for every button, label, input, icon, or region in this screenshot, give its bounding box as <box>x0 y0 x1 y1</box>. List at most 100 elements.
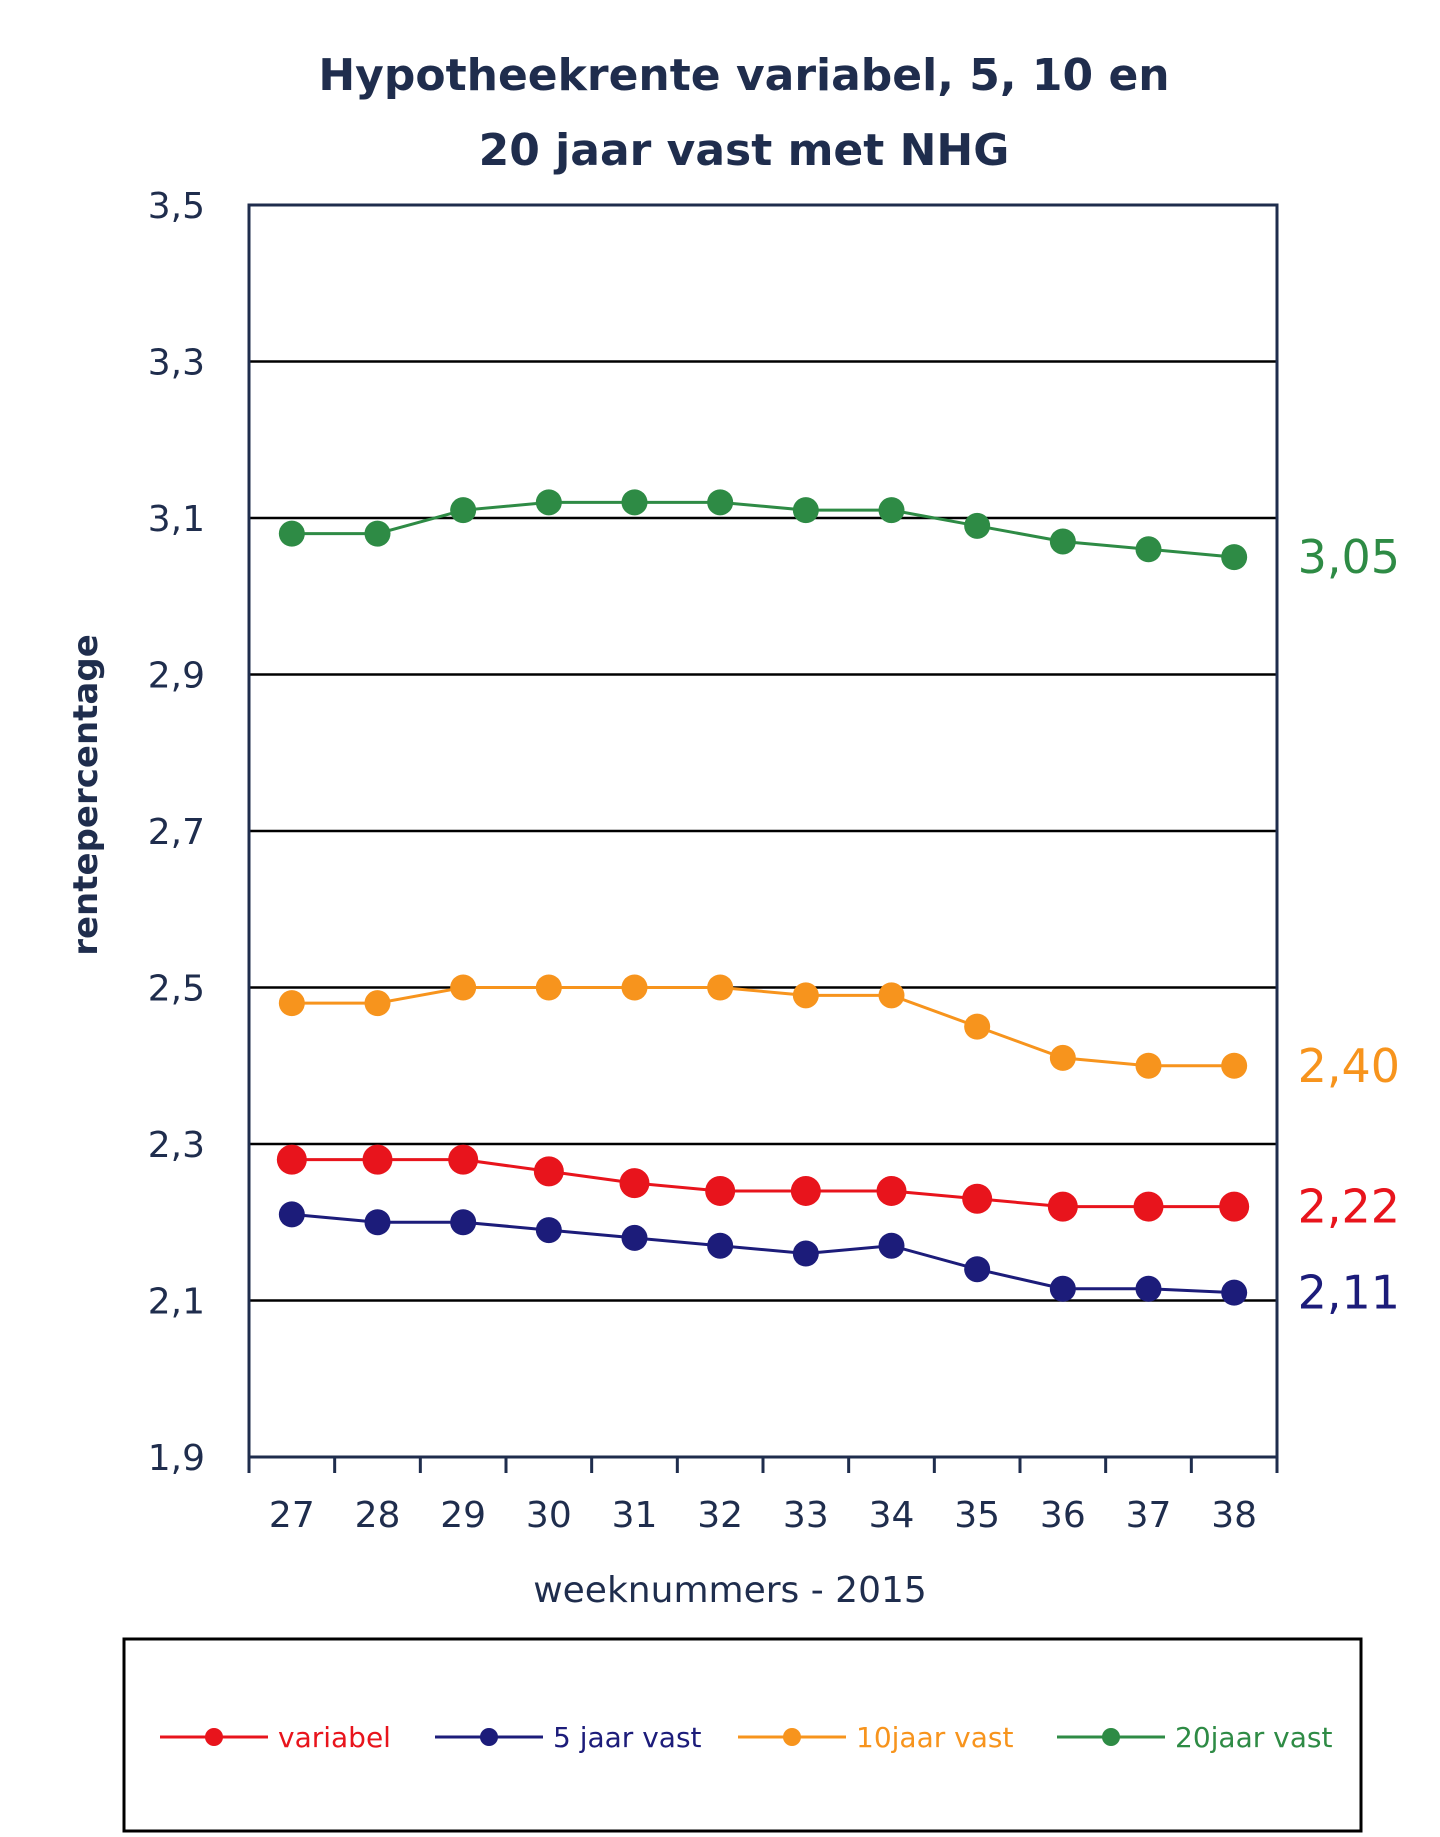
legend-label: 5 jaar vast <box>553 1721 702 1754</box>
x-tick-label: 29 <box>440 1495 486 1536</box>
data-point <box>1049 1044 1076 1071</box>
data-point <box>1133 1191 1164 1222</box>
x-tick-label: 35 <box>954 1495 1000 1536</box>
y-axis-ticks: 1,9 2,1 2,3 2,5 2,7 2,9 3,1 3,3 3,5 <box>148 186 205 1479</box>
data-point <box>619 1168 650 1199</box>
x-tick-label: 30 <box>526 1495 572 1536</box>
chart-title: Hypotheekrente variabel, 5, 10 en 20 jaa… <box>318 50 1169 176</box>
data-point <box>278 990 305 1017</box>
legend: variabel 5 jaar vast 10jaar vast 20jaar vas… <box>122 1637 1363 1833</box>
legend-label: variabel <box>278 1721 391 1754</box>
y-tick-label: 2,7 <box>148 812 205 853</box>
series-line <box>291 500 1235 559</box>
end-value-label: 2,22 <box>1298 1180 1400 1234</box>
data-point <box>1221 544 1248 571</box>
legend-marker <box>783 1728 801 1746</box>
data-point <box>621 489 648 516</box>
data-point <box>450 974 477 1001</box>
data-point <box>448 1144 479 1175</box>
data-point <box>707 974 734 1001</box>
series-5-jaar-vast <box>278 1201 1248 1306</box>
data-point <box>1221 1279 1248 1306</box>
data-point <box>364 1209 391 1236</box>
series-20jaar-vast <box>278 489 1248 571</box>
legend-item: 5 jaar vast <box>435 1721 702 1754</box>
x-axis: 27 28 29 30 31 32 33 34 35 36 37 38 <box>247 1457 1279 1536</box>
x-tick-label: 33 <box>783 1495 829 1536</box>
data-point <box>964 1256 991 1283</box>
series-variabel <box>276 1144 1250 1222</box>
data-point <box>790 1175 821 1206</box>
legend-marker <box>1102 1728 1120 1746</box>
data-point <box>535 489 562 516</box>
data-point <box>278 1201 305 1228</box>
y-tick-label: 2,1 <box>148 1282 205 1323</box>
data-point <box>535 1217 562 1244</box>
legend-label: 20jaar vast <box>1175 1721 1332 1754</box>
legend-item: 10jaar vast <box>738 1721 1013 1754</box>
end-value-label: 3,05 <box>1298 530 1400 584</box>
data-point <box>964 512 991 539</box>
data-point <box>878 982 905 1009</box>
data-point <box>364 990 391 1017</box>
x-tick-label: 38 <box>1211 1495 1257 1536</box>
data-point <box>876 1175 907 1206</box>
data-point <box>705 1175 736 1206</box>
series-line <box>291 986 1235 1068</box>
x-tick-label: 27 <box>269 1495 315 1536</box>
data-point <box>964 1013 991 1040</box>
series-line <box>291 1158 1235 1209</box>
y-tick-label: 1,9 <box>148 1438 205 1479</box>
legend-item: 20jaar vast <box>1057 1721 1332 1754</box>
y-tick-label: 2,9 <box>148 656 205 697</box>
legend-marker <box>480 1728 498 1746</box>
data-point <box>362 1144 393 1175</box>
y-tick-label: 2,5 <box>148 969 205 1010</box>
x-axis-label: weeknummers - 2015 <box>533 1570 927 1611</box>
y-tick-label: 3,5 <box>148 186 205 227</box>
data-point <box>962 1183 993 1214</box>
y-axis-label: rentepercentage <box>66 634 106 956</box>
legend-marker <box>205 1728 223 1746</box>
grid-lines <box>249 360 1277 1302</box>
data-point <box>707 489 734 516</box>
data-point <box>1219 1191 1250 1222</box>
chart-title-line-2: 20 jaar vast met NHG <box>479 125 1010 176</box>
data-point <box>878 497 905 524</box>
data-point <box>792 1240 819 1267</box>
legend-box <box>122 1637 1363 1833</box>
data-point <box>364 520 391 547</box>
data-point <box>450 1209 477 1236</box>
data-point <box>1135 1052 1162 1079</box>
data-point <box>878 1232 905 1259</box>
end-value-label: 2,40 <box>1298 1039 1400 1093</box>
data-point <box>533 1156 564 1187</box>
end-value-label: 2,11 <box>1298 1266 1400 1320</box>
data-point <box>1135 1275 1162 1302</box>
series-10jaar-vast <box>278 974 1248 1079</box>
chart-title-line-1: Hypotheekrente variabel, 5, 10 en <box>318 50 1169 101</box>
data-point <box>707 1232 734 1259</box>
data-point <box>276 1144 307 1175</box>
data-point <box>1049 528 1076 555</box>
x-tick-label: 32 <box>697 1495 743 1536</box>
data-point <box>1221 1052 1248 1079</box>
legend-label: 10jaar vast <box>856 1721 1013 1754</box>
x-tick-label: 28 <box>355 1495 401 1536</box>
series-line <box>291 1212 1235 1295</box>
data-point <box>621 1224 648 1251</box>
data-point <box>450 497 477 524</box>
y-tick-label: 3,3 <box>148 343 205 384</box>
x-tick-label: 31 <box>612 1495 658 1536</box>
data-point <box>621 974 648 1001</box>
data-point <box>535 974 562 1001</box>
data-point <box>792 982 819 1009</box>
legend-item: variabel <box>160 1721 391 1754</box>
y-tick-label: 2,3 <box>148 1125 205 1166</box>
x-tick-label: 34 <box>869 1495 915 1536</box>
end-value-labels: 2,22 2,11 2,40 3,05 <box>1298 530 1400 1320</box>
data-point <box>1135 536 1162 563</box>
data-point <box>1047 1191 1078 1222</box>
data-point <box>278 520 305 547</box>
